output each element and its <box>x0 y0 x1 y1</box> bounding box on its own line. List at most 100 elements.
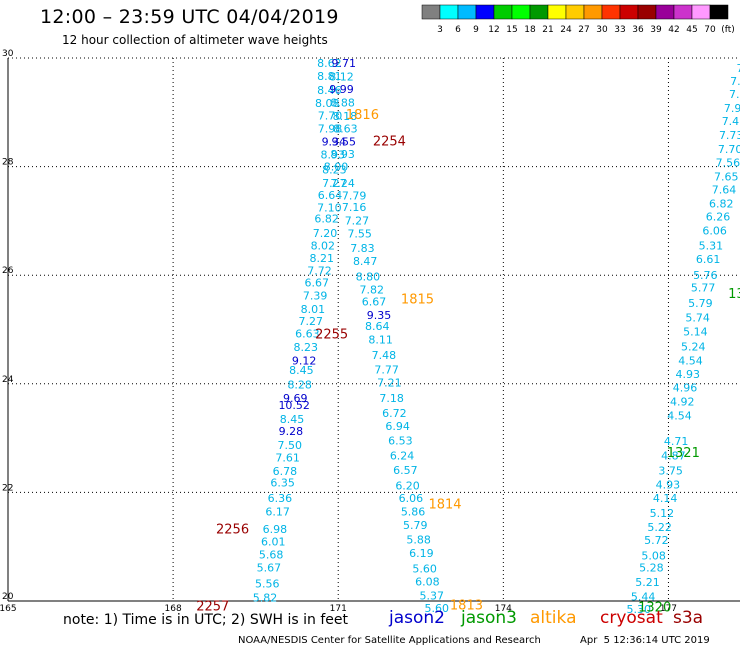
swh-value: 7.65 <box>714 170 739 183</box>
swh-value: 7.10 <box>317 201 342 214</box>
y-tick-label: 28 <box>2 158 14 168</box>
swh-value: 5.56 <box>255 578 280 591</box>
swh-value: 8.11 <box>368 333 393 346</box>
swh-value: 7.96 <box>724 102 740 115</box>
swh-value: 7.73 <box>719 129 740 142</box>
swh-value: 8.64 <box>365 320 390 333</box>
colorbar-label: (ft) <box>721 25 735 35</box>
swh-value: 6.36 <box>268 492 293 505</box>
swh-value: 5.14 <box>683 326 708 339</box>
swh-value: 4.87 <box>661 449 686 462</box>
swh-value: 6.57 <box>393 464 418 477</box>
swh-value: 7.6 <box>729 88 740 101</box>
colorbar-label: 6 <box>455 25 461 35</box>
swh-value: 7.39 <box>303 289 328 302</box>
swh-value: 5.72 <box>644 534 669 547</box>
pass-time-label: 2256 <box>216 522 249 537</box>
swh-value: 6.08 <box>415 575 440 588</box>
swh-value: 5.31 <box>699 239 724 252</box>
swh-value: 8.63 <box>333 123 358 136</box>
swh-value: 6.20 <box>395 479 420 492</box>
swh-value: 6.67 <box>305 276 330 289</box>
swh-value: 5.86 <box>401 505 426 518</box>
swh-value: 9.28 <box>279 425 304 438</box>
swh-value: 6.94 <box>385 420 410 433</box>
page-subtitle: 12 hour collection of altimeter wave hei… <box>62 33 328 47</box>
swh-value: 8.93 <box>320 149 345 162</box>
colorbar-label: 70 <box>704 25 716 35</box>
swh-value: 6.82 <box>314 213 339 226</box>
swh-value: 6.35 <box>270 477 295 490</box>
swh-value: 7 <box>737 62 740 75</box>
swh-value: 6.17 <box>265 505 290 518</box>
swh-value: 6.72 <box>382 407 407 420</box>
x-tick-label: 171 <box>330 604 347 614</box>
colorbar-swatch <box>709 4 729 20</box>
colorbar-label: 33 <box>614 25 625 35</box>
swh-value: 6.82 <box>709 198 734 211</box>
swh-value: 4.54 <box>678 354 703 367</box>
swh-value: 4.14 <box>653 492 678 505</box>
swh-value: 7.50 <box>278 439 303 452</box>
page-title: 12:00 – 23:59 UTC 04/04/2019 <box>40 6 339 28</box>
swh-value: 3.75 <box>658 465 683 478</box>
swh-value: 5.21 <box>635 576 660 589</box>
swh-value: 5.08 <box>641 549 666 562</box>
legend-jason3: jason3 <box>461 608 517 628</box>
swh-value: 8.45 <box>289 364 314 377</box>
swh-value: 8.12 <box>329 70 354 83</box>
colorbar-label: 15 <box>506 25 517 35</box>
swh-value: 6.63 <box>295 327 320 340</box>
colorbar-label: 3 <box>437 25 443 35</box>
pass-time-label: 1814 <box>428 497 461 512</box>
swh-value: 9.12 <box>292 354 317 367</box>
swh-value: 5.44 <box>631 591 656 604</box>
swh-value: 5.82 <box>253 592 278 605</box>
swh-value: 6.78 <box>273 465 298 478</box>
swh-value: 6.98 <box>263 523 288 536</box>
swh-value: 4.71 <box>664 435 689 448</box>
swh-value: 7.70 <box>718 143 740 156</box>
colorbar-label: 42 <box>668 25 679 35</box>
swh-value: 5.74 <box>685 312 710 325</box>
pass-time-label: 2257 <box>196 599 229 614</box>
swh-value: 7.70 <box>318 110 343 123</box>
swh-value: 8.21 <box>309 252 334 265</box>
swh-value: 5.60 <box>412 562 437 575</box>
swh-value: 9.69 <box>283 392 308 405</box>
swh-value: 4.93 <box>656 478 681 491</box>
swh-value: 8.23 <box>322 163 347 176</box>
swh-value: 4.54 <box>667 409 692 422</box>
swh-value: 7.27 <box>345 214 370 227</box>
colorbar-label: 12 <box>488 25 499 35</box>
swh-value: 7.27 <box>322 177 347 190</box>
swh-value: 6.26 <box>706 211 731 224</box>
swh-value: 4.96 <box>673 382 698 395</box>
swh-value: 9.55 <box>331 136 356 149</box>
colorbar-legend: 3 6 9 12 15 18 21 24 27 30 33 36 39 42 45 70 (ft) <box>421 4 735 35</box>
swh-value: 6.06 <box>702 225 727 238</box>
swh-value: 7.98 <box>318 123 343 136</box>
colorbar-label: 24 <box>560 25 572 35</box>
swh-value: 7.41 <box>722 115 740 128</box>
swh-value: 6.24 <box>390 449 415 462</box>
swh-value: 7.83 <box>350 242 375 255</box>
swh-value: 8.18 <box>333 110 358 123</box>
swh-value: 9.34 <box>322 136 347 149</box>
colorbar-label: 45 <box>686 25 697 35</box>
swh-value: 7.27 <box>298 315 323 328</box>
swh-value: 7.77 <box>374 364 399 377</box>
swh-value: 8.23 <box>294 341 319 354</box>
swh-value: 5.67 <box>257 561 282 574</box>
legend-cryosat: cryosat <box>600 608 663 628</box>
x-tick-label: 174 <box>495 604 512 614</box>
swh-value: 8.45 <box>280 413 305 426</box>
swh-value: 8.01 <box>301 303 326 316</box>
colorbar-label: 39 <box>650 25 662 35</box>
pass-time-label: 1321 <box>667 446 700 461</box>
pass-time-label: 1816 <box>346 108 379 123</box>
colorbar-label: 36 <box>632 25 644 35</box>
swh-value: 7.18 <box>379 392 404 405</box>
swh-value: 7.20 <box>313 227 338 240</box>
swh-value: 8.47 <box>353 255 378 268</box>
